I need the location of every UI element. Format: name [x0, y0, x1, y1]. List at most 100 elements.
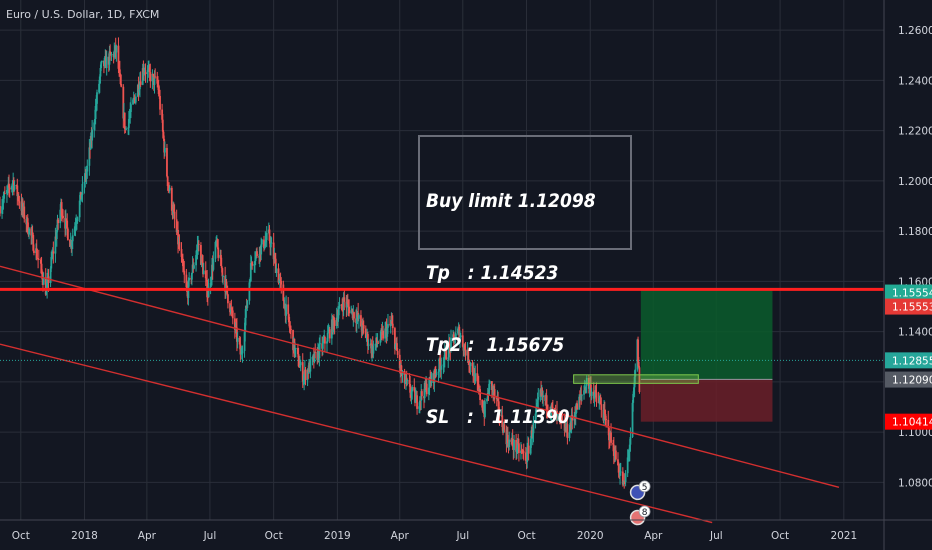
candle-body [337, 315, 339, 322]
time-axis-tick-label: Jul [455, 530, 469, 542]
candle-body [127, 119, 130, 128]
candle-body [503, 424, 506, 430]
candle-body [75, 221, 78, 224]
candle-body [554, 408, 556, 410]
candle-body [626, 457, 629, 474]
candle-body [236, 337, 239, 342]
candle-body [322, 340, 325, 342]
candle-body [313, 351, 316, 362]
time-axis-tick-label: Apr [391, 530, 410, 542]
candle-body [306, 369, 309, 381]
event-count-bubble [638, 480, 651, 493]
candle-body [8, 183, 10, 188]
candle-body [517, 441, 520, 444]
candle-body [486, 392, 489, 399]
candle-body [254, 254, 257, 261]
candle-body [612, 442, 615, 445]
price-label-background [885, 371, 932, 388]
candle-body [421, 391, 423, 397]
candle-body [161, 119, 164, 132]
candle-body [423, 382, 426, 399]
candle-body [328, 329, 331, 339]
candle-body [238, 337, 241, 345]
candle-body [94, 105, 97, 120]
candle-body [60, 202, 63, 216]
candle-body [41, 271, 44, 280]
candle-body [180, 248, 183, 257]
time-axis-tick-label: Oct [265, 530, 283, 542]
candle-body [56, 219, 59, 231]
candle-body [551, 407, 554, 409]
candle-body [55, 230, 58, 239]
candle-body [84, 173, 87, 182]
candle-body [12, 180, 15, 190]
price-label-text: 1.12090 [892, 375, 932, 387]
candle-body [375, 337, 378, 343]
candle-body [304, 369, 307, 381]
candle-body [274, 256, 276, 259]
candle-body [619, 472, 621, 476]
candle-body [157, 83, 159, 85]
candle-body [253, 264, 256, 266]
candle-body [299, 365, 301, 368]
price-axis-tick-label: 1.14000 [898, 327, 932, 339]
candle-body [299, 362, 302, 366]
candle-body [13, 185, 16, 190]
candle-body [605, 418, 608, 421]
candle-body [65, 218, 68, 221]
candle-body [357, 315, 360, 319]
candle-body [532, 421, 535, 434]
candle-body [498, 413, 501, 416]
candle-body [37, 259, 40, 260]
candle-body [220, 265, 223, 269]
candle-body [302, 380, 305, 382]
candle-body [364, 328, 367, 338]
candle-body [168, 187, 171, 191]
candle-body [214, 241, 217, 259]
candle-body [585, 377, 588, 386]
candle-body [558, 413, 561, 417]
candle-body [569, 423, 572, 433]
candle-body [353, 312, 355, 319]
candle-body [517, 443, 520, 454]
candle-body [387, 323, 389, 328]
candle-body [134, 96, 137, 103]
candle-body [396, 343, 398, 351]
candle-body [398, 354, 401, 369]
candle-body [468, 362, 470, 365]
candle-body [197, 244, 200, 246]
candle-body [222, 276, 224, 277]
candle-body [260, 239, 263, 245]
price-axis-tick-label: 1.08000 [898, 477, 932, 489]
candle-body [508, 439, 511, 448]
candle-body [637, 361, 640, 368]
candle-body [568, 432, 571, 439]
candle-body [115, 45, 118, 53]
candle-body [86, 165, 89, 172]
candle-body [152, 73, 155, 75]
candle-body [172, 209, 175, 212]
candle-body [583, 390, 585, 395]
event-count-label: 5 [642, 483, 648, 493]
candle-body [278, 280, 281, 283]
candle-body [224, 281, 227, 292]
candle-body [520, 450, 522, 454]
candle-body [162, 131, 165, 139]
candle-body [427, 387, 430, 395]
candle-body [215, 240, 218, 242]
candle-body [141, 68, 144, 85]
candle-body [62, 215, 64, 219]
candle-body [598, 401, 601, 404]
candle-body [251, 262, 254, 266]
candle-body [311, 357, 314, 360]
candle-body [471, 362, 474, 373]
candle-body [245, 305, 247, 318]
time-axis-tick-label: Oct [517, 530, 535, 542]
candle-body [633, 387, 635, 395]
candle-body [32, 235, 35, 251]
candle-body [515, 450, 518, 452]
candle-body [158, 93, 161, 96]
trade-note-box[interactable]: Buy limit 1.12098 Tp : 1.14523 Tp2 : 1.1… [418, 135, 632, 428]
candle-body [96, 92, 98, 104]
